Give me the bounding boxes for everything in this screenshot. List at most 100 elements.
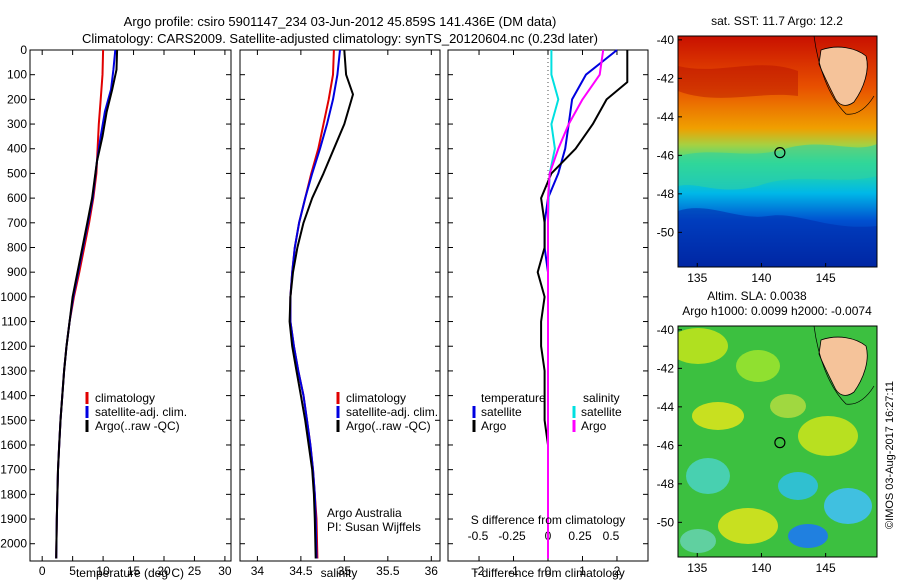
series-line-temperature-satellite (543, 49, 618, 559)
depth-tick-label: 400 (7, 142, 27, 156)
salinity-panel: 34 34.5 35 35.5 36 salinity climatology sate… (239, 49, 441, 580)
legend-argo-label: Argo(..raw -QC) (95, 419, 180, 433)
depth-tick-label: 1700 (0, 463, 27, 477)
map-lon-label: 140 (751, 271, 771, 285)
depth-tick-label: 2000 (0, 537, 27, 551)
depth-tick-label: 1800 (0, 487, 27, 501)
map-lat-label: -50 (657, 225, 675, 239)
temperature-legend: climatology satellite-adj. clim. Argo(..… (85, 391, 187, 433)
x-tick-label: -1 (508, 564, 519, 578)
legend-climatology-label: climatology (95, 391, 155, 405)
sla-map-panel: Altim. SLA: 0.0038 Argo h1000: 0.0099 h2… (657, 289, 878, 575)
salinity-legend: climatology satellite-adj. clim. Argo(..… (336, 391, 438, 433)
x-tick-label: 35.5 (376, 564, 400, 578)
figure-title-line1: Argo profile: csiro 5901147_234 03-Jun-2… (124, 14, 557, 29)
x-tick-label: 2 (614, 564, 621, 578)
depth-tick-label: 0 (20, 43, 27, 57)
x-tick-label: 20 (157, 564, 171, 578)
depth-tick-label: 1900 (0, 512, 27, 526)
salinity-axis-label: salinity (321, 566, 358, 580)
map-lat-label: -46 (657, 438, 675, 452)
x-tick-label: 35 (338, 564, 352, 578)
series-line-climatology (55, 49, 105, 559)
legend-satellite-label: satellite-adj. clim. (95, 405, 187, 419)
x-tick-label: 5 (69, 564, 76, 578)
depth-tick-label: 500 (7, 166, 27, 180)
series-line-salinity-argo (547, 49, 605, 559)
map-lon-label: 145 (816, 271, 836, 285)
depth-tick-label: 200 (7, 92, 27, 106)
map-lat-label: -40 (657, 33, 675, 47)
sla-map-frame (677, 325, 878, 558)
depth-tick-label: 1200 (0, 339, 27, 353)
x-tick-label: 30 (218, 564, 232, 578)
depth-tick-label: 900 (7, 265, 27, 279)
map-lon-label: 145 (816, 561, 836, 575)
difference-panel: -2 -1 0 1 2-0.5 -0.25 0 0.25 0.5 S difference fr… (447, 49, 649, 580)
s-difference-tick-label: 0.25 (568, 529, 592, 543)
salinity-axis-ticks: 34 34.5 35 35.5 36 (240, 49, 440, 578)
x-tick-label: 34.5 (289, 564, 313, 578)
s-difference-tick-label: -0.25 (498, 529, 526, 543)
tasmania-land-shape (818, 336, 868, 396)
sst-map-title: sat. SST: 11.7 Argo: 12.2 (711, 14, 843, 28)
series-line-argo-raw-qc- (288, 49, 354, 559)
x-tick-label: 10 (96, 564, 110, 578)
depth-tick-label: 1000 (0, 290, 27, 304)
float-location-marker (774, 437, 786, 449)
figure-title-line2: Climatology: CARS2009. Satellite-adjuste… (82, 31, 598, 46)
sla-map-axis-ticks: -40 -42 -44 -46 -48 -50 135 140 145 (657, 323, 836, 575)
t-difference-axis-label: T difference from climatology (471, 566, 625, 580)
sst-map-axis-ticks: -40 -42 -44 -46 -48 -50 135 140 145 (657, 33, 836, 285)
credit-program: Argo Australia (327, 506, 402, 520)
temperature-axis-label: temperature (deg C) (76, 566, 184, 580)
credit-pi: PI: Susan Wijffels (327, 520, 421, 534)
legend-argo-label: Argo(..raw -QC) (346, 419, 431, 433)
map-lon-label: 135 (687, 561, 707, 575)
map-lon-label: 140 (751, 561, 771, 575)
legend-t-satellite-label: satellite (481, 405, 522, 419)
map-lat-label: -40 (657, 323, 675, 337)
legend-s-satellite-label: satellite (581, 405, 622, 419)
depth-tick-label: 300 (7, 117, 27, 131)
imos-timestamp: ©IMOS 03-Aug-2017 16:27:11 (884, 381, 896, 529)
salinity-profile-lines (288, 49, 354, 559)
s-difference-tick-label: 0.5 (603, 529, 620, 543)
sla-map-title-line2: Argo h1000: 0.0099 h2000: -0.0074 (682, 304, 872, 318)
map-lat-label: -50 (657, 515, 675, 529)
map-lat-label: -44 (657, 400, 675, 414)
map-lat-label: -42 (657, 361, 675, 375)
depth-tick-label: 100 (7, 68, 27, 82)
float-location-marker (774, 147, 786, 159)
legend-t-argo-label: Argo (481, 419, 507, 433)
legend-climatology-label: climatology (346, 391, 406, 405)
series-line-satellite-adj-clim- (289, 49, 341, 559)
legend-satellite-label: satellite-adj. clim. (346, 405, 438, 419)
depth-axis-ticks: 0 5 10 15 20 25 300100200300400500600700800900… (0, 43, 232, 578)
x-tick-label: 25 (188, 564, 202, 578)
x-tick-label: -2 (474, 564, 485, 578)
sst-map-panel: sat. SST: 11.7 Argo: 12.2 (657, 14, 878, 285)
depth-tick-label: 1600 (0, 438, 27, 452)
temperature-plot-frame (29, 49, 232, 562)
depth-tick-label: 800 (7, 240, 27, 254)
map-lat-label: -46 (657, 148, 675, 162)
depth-tick-label: 700 (7, 216, 27, 230)
series-line-argo-raw-qc- (55, 49, 119, 559)
x-tick-label: 34 (251, 564, 265, 578)
temperature-panel: 0 5 10 15 20 25 300100200300400500600700800900… (0, 43, 232, 580)
depth-tick-label: 1400 (0, 389, 27, 403)
map-lon-label: 135 (687, 271, 707, 285)
salinity-plot-frame (239, 49, 441, 562)
difference-profile-lines (536, 49, 629, 559)
map-lat-label: -44 (657, 110, 675, 124)
legend-temperature-heading: temperature (481, 391, 546, 405)
sla-map-title-line1: Altim. SLA: 0.0038 (707, 289, 807, 303)
temperature-profile-lines (55, 49, 119, 559)
depth-tick-label: 1300 (0, 364, 27, 378)
depth-tick-label: 600 (7, 191, 27, 205)
map-lat-label: -48 (657, 477, 675, 491)
tasmania-land-shape (818, 46, 868, 106)
series-line-salinity-satellite (547, 50, 560, 559)
x-tick-label: 0 (39, 564, 46, 578)
